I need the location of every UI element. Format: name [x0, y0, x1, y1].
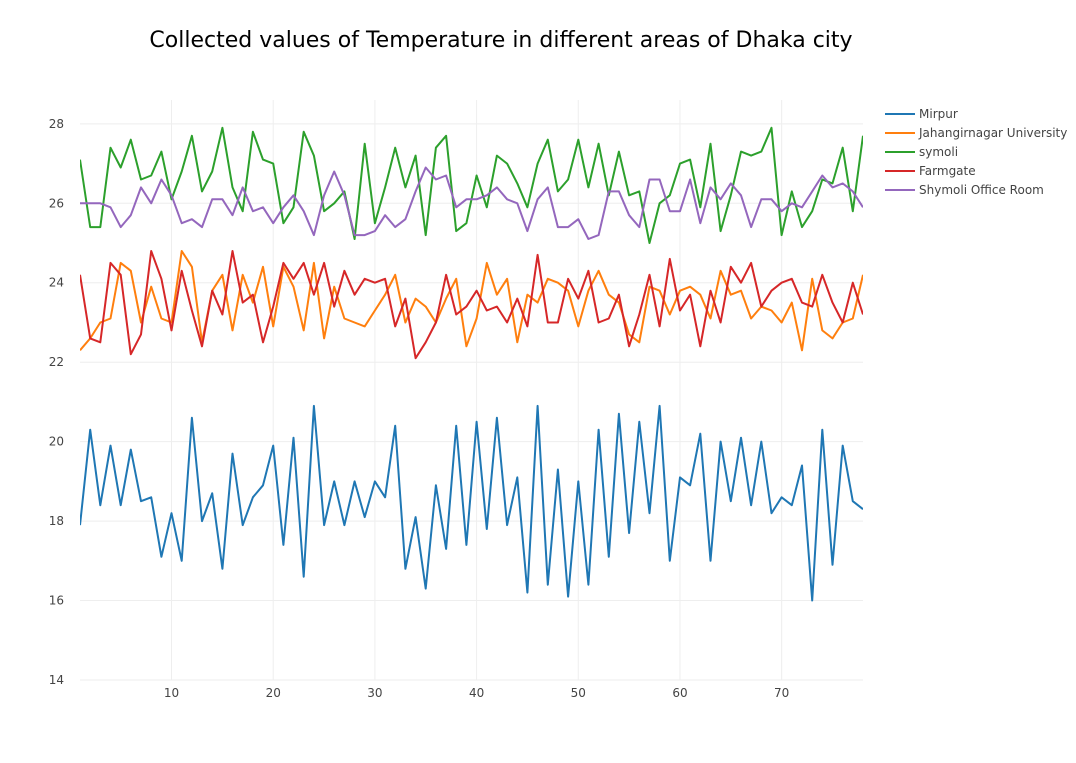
x-tick-label: 30	[367, 686, 382, 700]
y-tick-label: 20	[49, 435, 64, 449]
legend-label: Farmgate	[919, 164, 976, 178]
y-tick-label: 14	[49, 673, 64, 687]
legend-item[interactable]: symoli	[885, 145, 958, 159]
x-tick-label: 60	[672, 686, 687, 700]
legend-label: symoli	[919, 145, 958, 159]
x-tick-label: 20	[266, 686, 281, 700]
y-tick-label: 18	[49, 514, 64, 528]
y-tick-label: 26	[49, 196, 64, 210]
legend-label: Jahangirnagar University	[918, 126, 1067, 140]
x-tick-label: 70	[774, 686, 789, 700]
series-layer	[80, 126, 863, 602]
y-tick-label: 22	[49, 355, 64, 369]
grid-layer	[80, 100, 863, 681]
tick-layer: 14 16 18 20 22 24 26 28 10 20 30 40 50 60 70	[49, 117, 790, 700]
legend-label: Shymoli Office Room	[919, 183, 1044, 197]
legend-label: Mirpur	[919, 107, 958, 121]
chart-title: Collected values of Temperature in diffe…	[149, 28, 853, 53]
legend[interactable]: Mirpur Jahangirnagar University symoli Farm…	[885, 107, 1067, 197]
y-tick-label: 28	[49, 117, 64, 131]
x-tick-label: 40	[469, 686, 484, 700]
legend-item[interactable]: Shymoli Office Room	[885, 183, 1044, 197]
x-tick-label: 10	[164, 686, 179, 700]
legend-item[interactable]: Mirpur	[885, 107, 958, 121]
series-line-jahangirnagar-university[interactable]	[80, 250, 863, 352]
legend-item[interactable]: Jahangirnagar University	[885, 126, 1067, 140]
legend-item[interactable]: Farmgate	[885, 164, 976, 178]
series-line-shymoli-office-room[interactable]	[80, 166, 863, 240]
y-tick-label: 16	[49, 594, 64, 608]
y-tick-label: 24	[49, 276, 64, 290]
series-line-mirpur[interactable]	[80, 404, 863, 602]
series-line-farmgate[interactable]	[80, 250, 863, 360]
series-line-symoli[interactable]	[80, 126, 863, 244]
x-tick-label: 50	[571, 686, 586, 700]
